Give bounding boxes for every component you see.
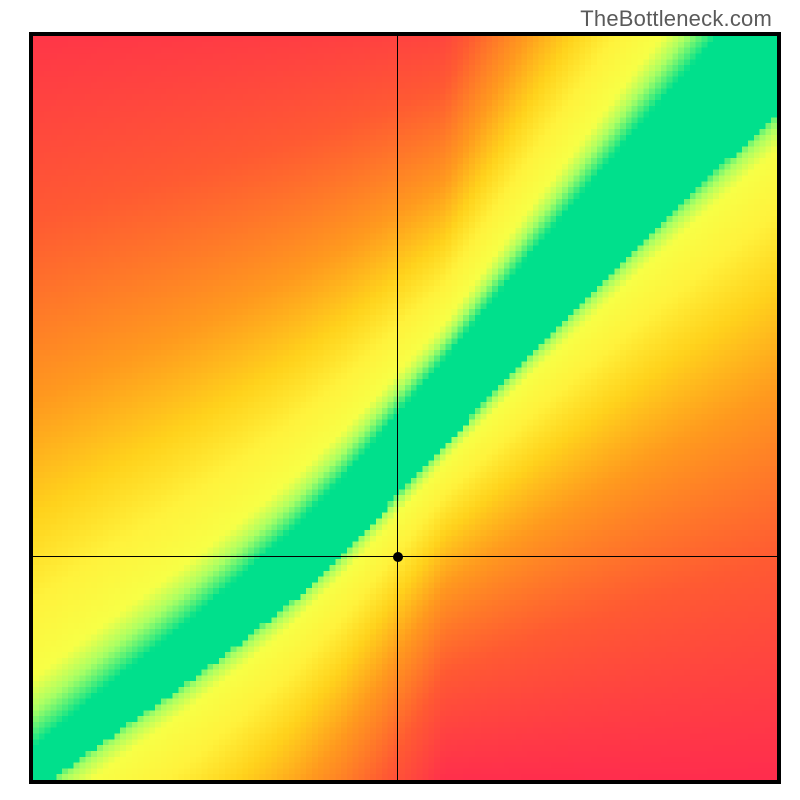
watermark-text: TheBottleneck.com — [580, 6, 772, 32]
crosshair-horizontal — [33, 556, 777, 557]
chart-container: TheBottleneck.com — [0, 0, 800, 800]
crosshair-marker — [393, 552, 403, 562]
bottleneck-heatmap — [33, 36, 777, 780]
plot-frame — [29, 32, 781, 784]
crosshair-vertical — [397, 36, 398, 780]
